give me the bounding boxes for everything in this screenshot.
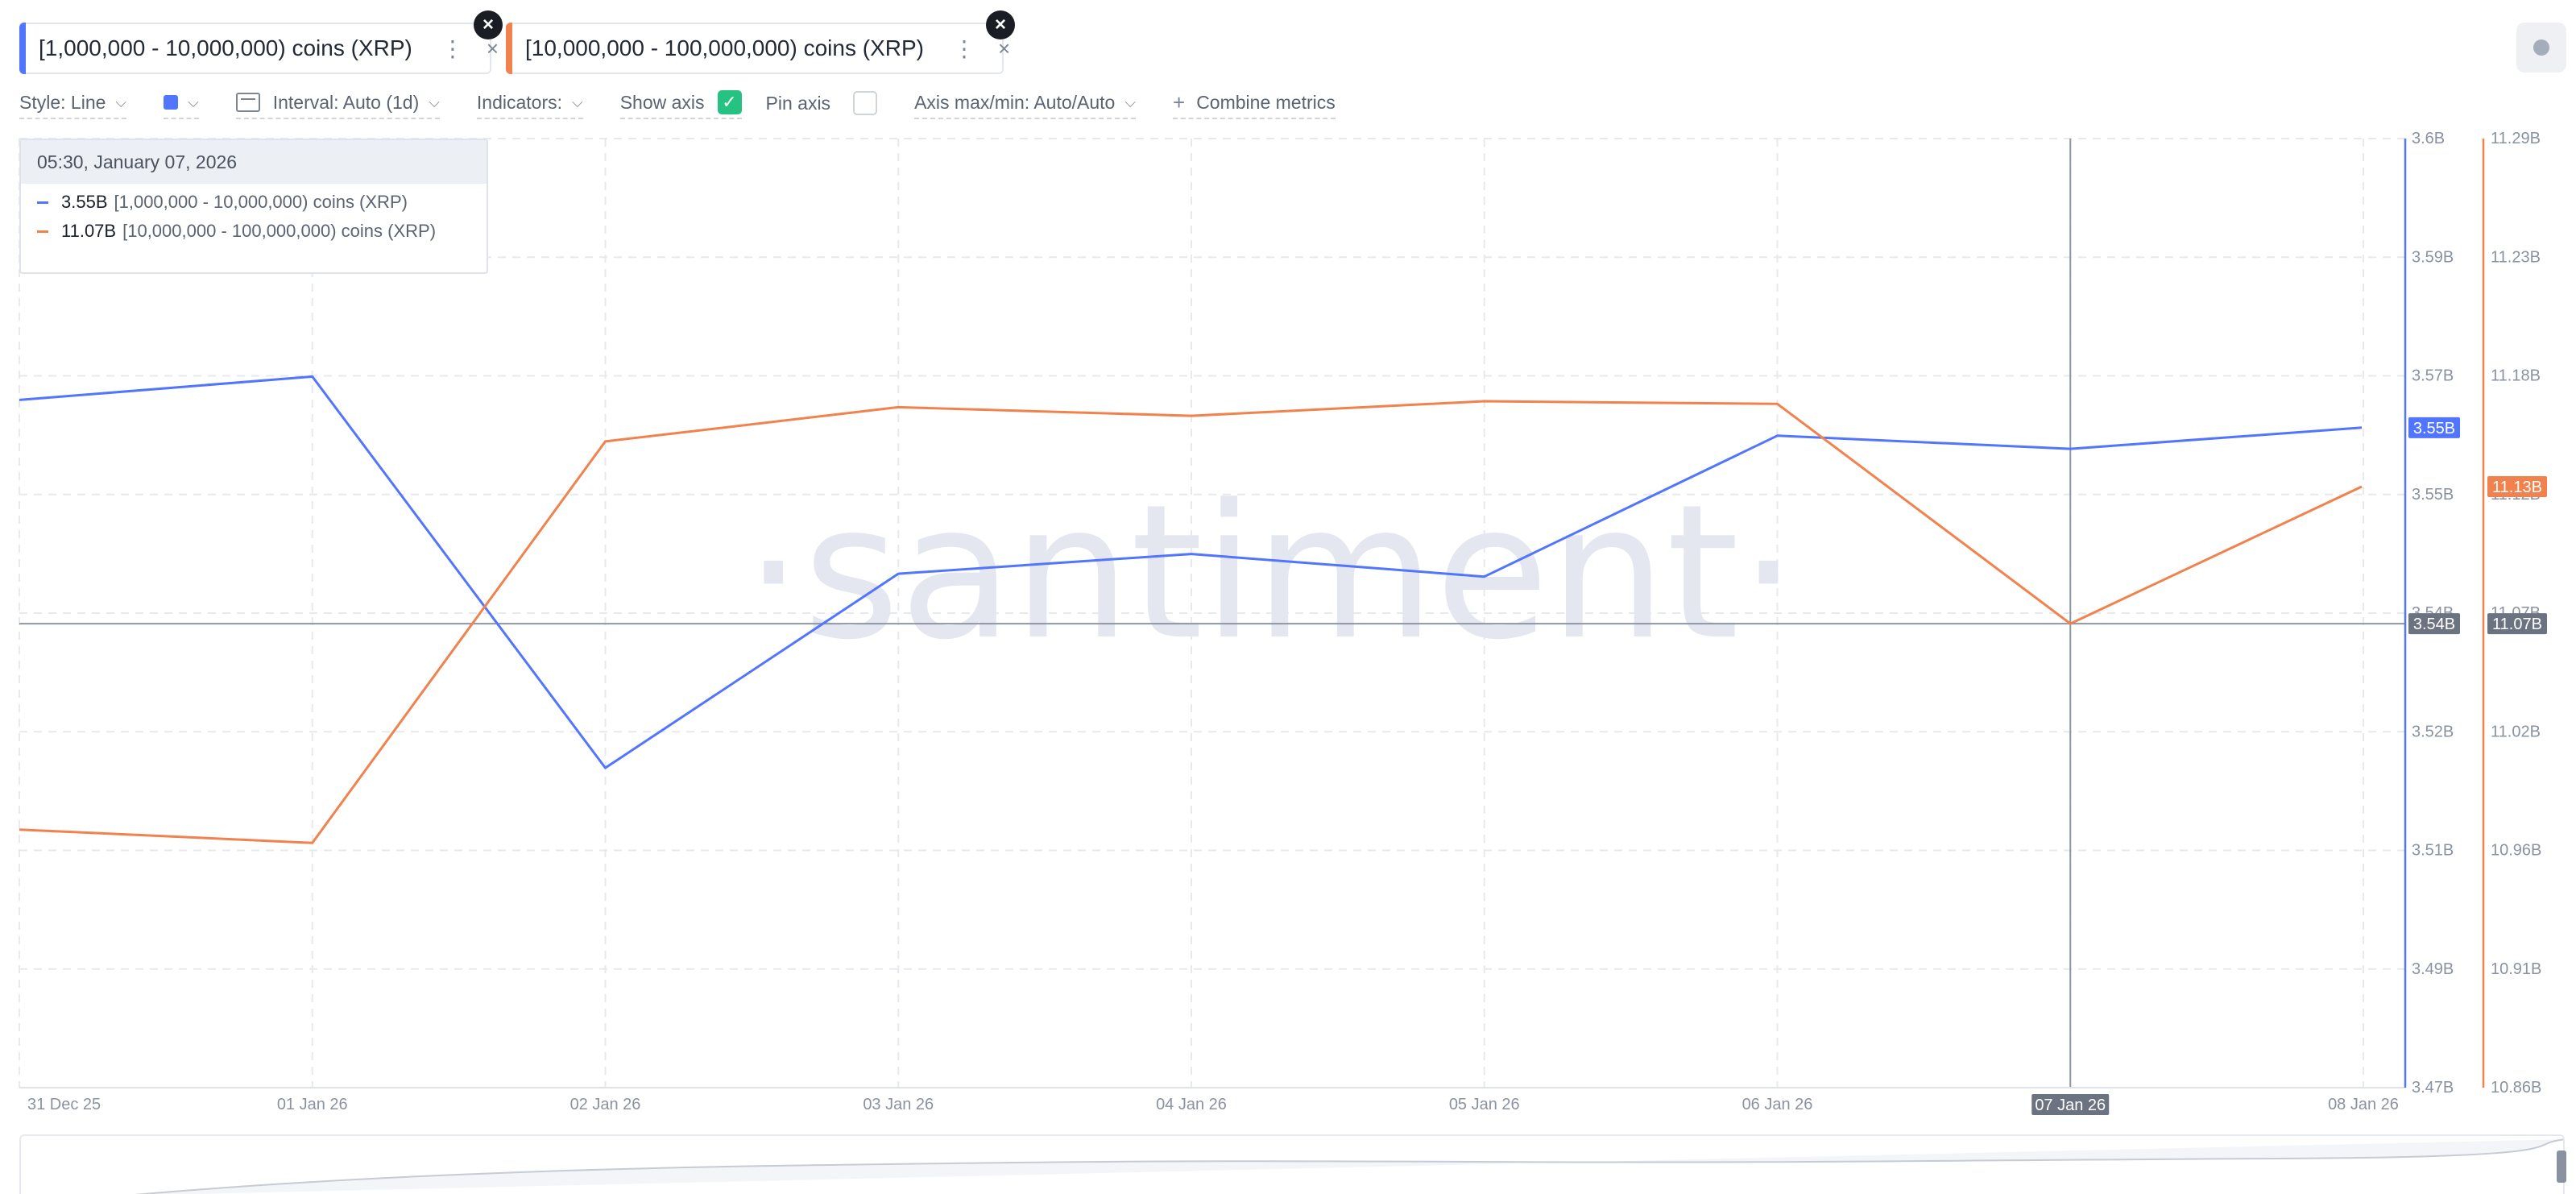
series-line-1 [19,375,2363,769]
hover-x-badge: 07 Jan 26 [2035,1097,2106,1114]
x-tick-label: 05 Jan 26 [1449,1096,1520,1113]
chevron-down-icon: ⌵ [115,93,127,110]
indicators-label: Indicators: [476,91,563,113]
series-dash-icon [37,201,48,204]
left-axis-tick-label: 3.59B [2412,248,2454,266]
x-tick-label: 02 Jan 26 [570,1096,641,1113]
left-current-value-badge-bg [2408,417,2460,438]
dot-icon [2533,39,2549,56]
remove-icon[interactable]: × [997,35,1011,60]
metric-color-bar [506,23,512,74]
chevron-down-icon: ⌵ [1124,93,1136,110]
right-hover-value-badge-bg [2487,613,2547,635]
left-axis-tick-label: 3.55B [2412,486,2454,504]
left-axis-tick-label: 3.51B [2412,842,2454,860]
right-axis-tick-label: 11.18B [2491,367,2541,385]
metric-tab-1[interactable]: [1,000,000 - 10,000,000) coins (XRP) ⋮ × [19,23,499,74]
axis-badges: 3.55B 11.13B 3.54B 11.07B 07 Jan 26 [2031,417,2547,1115]
series-lines [19,375,2363,844]
axis-maxmin-label: Axis max/min: Auto/Auto [914,91,1116,113]
tooltip: 05:30, January 07, 2026 3.55B [1,000,000… [19,139,488,274]
hover-x-badge-bg [2031,1094,2110,1115]
interval-select[interactable]: Interval: Auto (1d) ⌵ [235,87,440,119]
metric-tab-2[interactable]: [10,000,000 - 100,000,000) coins (XRP) ⋮… [506,23,1010,74]
tooltip-label: [10,000,000 - 100,000,000) coins (XRP) [122,221,437,241]
x-tick-label: 08 Jan 26 [2328,1096,2399,1113]
x-tick-label: 04 Jan 26 [1156,1096,1227,1113]
pin-axis-toggle[interactable]: Pin axis [766,87,878,119]
series-line-2 [19,400,2363,844]
navigator-handle[interactable] [2557,1150,2566,1183]
metric-tab-label: [10,000,000 - 100,000,000) coins (XRP) [525,35,924,60]
right-current-value-badge-bg [2487,476,2547,498]
range-navigator[interactable] [19,1134,2565,1194]
left-hover-value-badge: 3.54B [2413,616,2455,633]
tooltip-date: 05:30, January 07, 2026 [21,140,487,184]
crosshair [19,139,2405,1088]
left-current-value-badge: 3.55B [2413,420,2455,437]
settings-dot-button[interactable] [2516,23,2566,73]
more-vert-icon[interactable]: ⋮ [952,35,975,61]
x-tick-label: 06 Jan 26 [1742,1096,1813,1113]
left-axis-tick-label: 3.6B [2412,130,2445,147]
combine-metrics-button[interactable]: + Combine metrics [1173,87,1336,119]
axis-maxmin-select[interactable]: Axis max/min: Auto/Auto ⌵ [914,87,1136,119]
combine-metrics-label: Combine metrics [1196,91,1336,113]
checkbox-empty-icon[interactable] [853,91,878,115]
plus-icon: + [1173,89,1186,114]
interval-label: Interval: Auto (1d) [272,91,420,113]
right-axis-tick-label: 10.86B [2491,1079,2541,1097]
right-hover-value-badge: 11.07B [2492,616,2542,633]
left-axis-tick-label: 3.57B [2412,367,2454,385]
chevron-down-icon: ⌵ [429,93,440,110]
metric-tab-label: [1,000,000 - 10,000,000) coins (XRP) [39,35,412,60]
right-current-value-badge: 11.13B [2492,479,2542,496]
more-vert-icon[interactable]: ⋮ [441,35,464,61]
right-axis-tick-label: 10.91B [2491,960,2541,978]
color-select[interactable]: ⌵ [164,87,199,119]
metric-color-bar [19,23,26,74]
left-axis-tick-label: 3.52B [2412,723,2454,740]
tooltip-value: 11.07B [61,221,117,241]
color-swatch [164,95,179,110]
left-hover-value-badge-bg [2408,613,2460,635]
checkbox-checked-icon[interactable]: ✓ [717,90,742,114]
close-icon[interactable]: × [474,10,503,39]
navigator-sparkline [135,1138,2563,1194]
show-axis-toggle[interactable]: Show axis ✓ [619,87,742,119]
remove-icon[interactable]: × [486,35,499,60]
close-icon[interactable]: × [986,10,1015,39]
x-tick-label: 01 Jan 26 [277,1096,348,1113]
indicators-select[interactable]: Indicators: ⌵ [476,87,583,119]
tooltip-value: 3.55B [61,192,108,212]
right-axis-tick-label: 11.02B [2491,723,2541,740]
left-axis-tick-label: 3.47B [2412,1079,2454,1097]
pin-axis-label: Pin axis [765,92,831,114]
chevron-down-icon: ⌵ [572,93,583,110]
grid [19,138,2405,1088]
right-axis-tick-label: 11.29B [2491,130,2541,147]
right-axis-tick-label: 11.23B [2491,248,2541,266]
show-axis-label: Show axis [619,91,705,113]
x-tick-label: 31 Dec 25 [27,1096,101,1113]
style-select[interactable]: Style: Line ⌵ [19,87,127,119]
x-tick-label: 03 Jan 26 [863,1096,934,1113]
tooltip-label: [1,000,000 - 10,000,000) coins (XRP) [114,192,408,212]
calendar-icon [235,93,260,112]
left-axis-tick-label: 3.49B [2412,960,2454,978]
right-axis-tick-label: 10.96B [2491,842,2541,860]
chart-toolbar: Style: Line ⌵ ⌵ Interval: Auto (1d) ⌵ In… [19,87,1373,119]
tooltip-row: 3.55B [1,000,000 - 10,000,000) coins (XR… [21,192,487,213]
style-label: Style: Line [19,91,106,113]
series-dash-icon [37,230,48,233]
chevron-down-icon: ⌵ [188,93,199,110]
tooltip-row: 11.07B [10,000,000 - 100,000,000) coins … [21,221,487,242]
